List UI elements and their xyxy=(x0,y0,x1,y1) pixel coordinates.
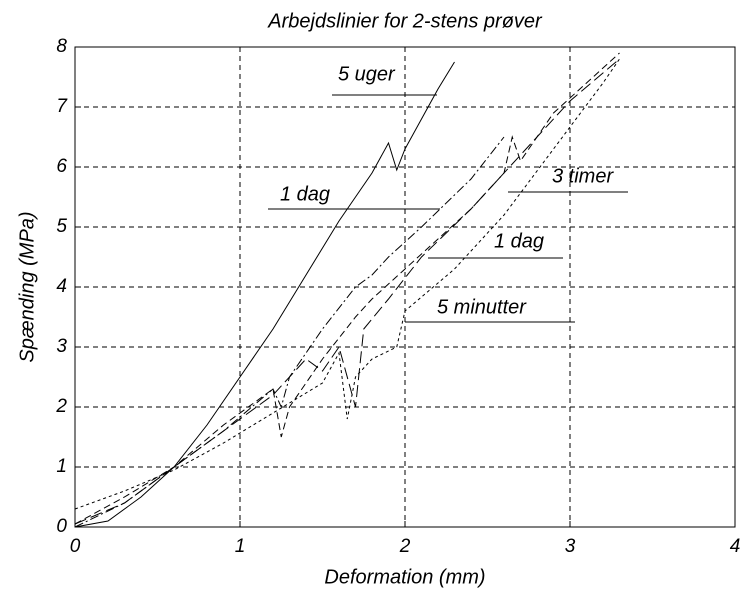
annotation: 1 dag xyxy=(494,230,544,252)
x-tick-label: 1 xyxy=(235,536,246,557)
data-line xyxy=(74,58,620,510)
chart-title: Arbejdslinier for 2-stens prøver xyxy=(267,10,543,32)
data-line xyxy=(74,61,455,528)
x-tick-label: 3 xyxy=(565,536,576,557)
x-axis-label: Deformation (mm) xyxy=(324,566,485,588)
annotation: 3 timer xyxy=(552,165,614,187)
y-tick-label: 3 xyxy=(56,336,67,357)
y-tick-label: 7 xyxy=(56,96,68,117)
data-line xyxy=(74,58,620,525)
y-tick-label: 4 xyxy=(56,276,67,297)
y-tick-label: 6 xyxy=(56,156,67,177)
plot-frame xyxy=(74,46,736,528)
data-line xyxy=(74,52,620,525)
y-tick-label: 5 xyxy=(56,216,67,237)
annotation: 5 uger xyxy=(338,63,396,85)
x-tick-label: 2 xyxy=(399,536,411,557)
annotation: 1 dag xyxy=(280,183,330,205)
x-tick-label: 0 xyxy=(70,536,81,557)
y-tick-label: 8 xyxy=(56,36,67,57)
y-tick-label: 0 xyxy=(56,516,67,537)
y-axis-label: Spænding (MPa) xyxy=(16,211,38,362)
y-tick-label: 1 xyxy=(56,456,67,477)
x-tick-label: 4 xyxy=(730,536,741,557)
y-tick-label: 2 xyxy=(55,396,67,417)
annotation: 5 minutter xyxy=(437,296,527,318)
